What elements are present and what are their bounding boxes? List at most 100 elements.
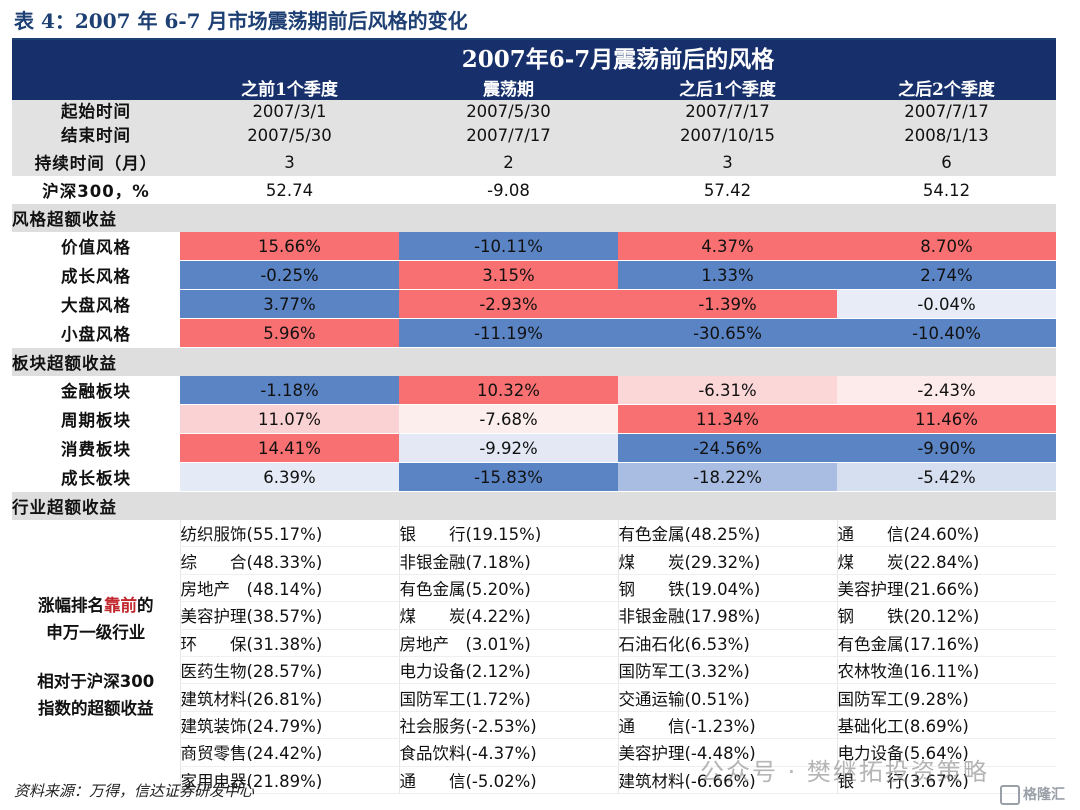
industry-cell: 非银金融(17.98%) [617,601,837,630]
industry-cell: 煤 炭(29.32%) [617,546,837,575]
duration-cell: 6 [837,148,1057,176]
industry-label-line1: 涨幅排名靠前的 [38,595,154,615]
style-row-value: -10.40% [837,318,1057,348]
table-title: 2007年6-7月震荡前后的风格 [180,40,1057,74]
date-cell: 2007/5/30 2007/7/17 [399,100,618,148]
column-header: 之后1个季度 [618,74,837,100]
sector-section-heading: 板块超额收益 [12,347,1057,376]
style-row-value: -0.25% [180,260,399,290]
industry-cell: 有色金属(17.16%) [836,629,1057,657]
sector-row-value: -7.68% [399,404,618,434]
industry-row: 家用电器(21.89%) 通 信(-5.02%) 建筑材料(-6.66%) 银 行(3… [12,766,1057,794]
industry-cell: 房地产 (48.14%) [179,574,399,603]
industry-cell: 国防军工(9.28%) [836,683,1057,712]
industry-cell: 纺织服饰(55.17%) [179,520,399,548]
industry-cell: 农林牧渔(16.11%) [836,656,1057,685]
industry-cell: 美容护理(-4.48%) [617,738,837,767]
industry-cell: 医药生物(28.57%) [179,656,399,685]
style-row-value: 3.15% [399,260,618,290]
end-label: 结束时间 [61,126,131,145]
industry-cell: 食品饮料(-4.37%) [398,738,618,767]
style-row-value: -11.19% [399,318,618,348]
industry-cell: 社会服务(-2.53%) [398,711,618,740]
industry-cell: 环 保(31.38%) [179,629,399,657]
style-row-value: 5.96% [180,318,399,348]
industry-cell: 国防军工(1.72%) [398,683,618,712]
sector-row: 金融板块 -1.18% 10.32% -6.31% -2.43% [12,376,1057,405]
industry-row: 涨幅排名靠前的 申万一级行业 相对于沪深300 指数的超额收益 纺织服饰(55.17%)… [12,520,1057,794]
industry-cell: 通 信(-5.02%) [398,766,618,794]
industry-cell: 商贸零售(24.42%) [179,738,399,767]
sector-row-value: -6.31% [618,376,837,405]
industry-cell: 房地产 (3.01%) [398,629,618,657]
industry-cell: 有色金属(48.25%) [617,520,837,548]
style-row-value: -0.04% [837,289,1057,319]
style-row-label: 大盘风格 [12,289,180,319]
caption-rule [12,38,1056,40]
style-row-value: -1.39% [618,289,837,319]
style-row-value: 2.74% [837,260,1057,290]
industry-cell: 非银金融(7.18%) [398,546,618,575]
logo: 格隆汇 [1000,784,1065,805]
industry-row: 商贸零售(24.42%) 食品饮料(-4.37%) 美容护理(-4.48%) 电力设备… [12,738,1057,767]
sector-row-value: 6.39% [180,462,399,492]
industry-cell: 钢 铁(19.04%) [617,574,837,603]
industry-label-line4: 指数的超额收益 [38,698,154,718]
industry-cell: 国防军工(3.32%) [617,656,837,685]
sector-row-label: 成长板块 [12,462,180,492]
industry-cell: 家用电器(21.89%) [179,766,399,794]
style-row: 小盘风格 5.96% -11.19% -30.65% -10.40% [12,318,1057,348]
industry-cell: 钢 铁(20.12%) [836,601,1057,630]
hs300-cell: -9.08 [399,176,618,204]
sector-row-value: -9.92% [399,433,618,463]
duration-cell: 3 [180,148,399,176]
sector-row-value: 14.41% [180,433,399,463]
industry-label-line2: 申万一级行业 [46,622,146,642]
style-row-label: 成长风格 [12,260,180,290]
style-row-value: -30.65% [618,318,837,348]
industry-cell: 煤 炭(22.84%) [836,546,1057,575]
hs300-row: 沪深300，% 52.74 -9.08 57.42 54.12 [12,176,1057,204]
sector-row-value: -1.18% [180,376,399,405]
sector-row-value: -5.42% [837,462,1057,492]
sector-row-value: -15.83% [399,462,618,492]
industry-cell: 基础化工(8.69%) [836,711,1057,740]
style-row-label: 价值风格 [12,232,180,261]
sector-row-label: 消费板块 [12,433,180,463]
hs300-cell: 52.74 [180,176,399,204]
sector-row-value: 10.32% [399,376,618,405]
duration-cell: 3 [618,148,837,176]
industry-row-label: 涨幅排名靠前的 申万一级行业 相对于沪深300 指数的超额收益 [12,520,180,794]
style-row-value: -2.93% [399,289,618,319]
industry-cell: 美容护理(38.57%) [179,601,399,630]
column-header-blank [12,74,180,100]
sector-row-value: 11.46% [837,404,1057,434]
style-row-value: 3.77% [180,289,399,319]
date-cell: 2007/3/1 2007/5/30 [180,100,399,148]
date-cell: 2007/7/17 2008/1/13 [837,100,1057,148]
hs300-cell: 54.12 [837,176,1057,204]
dates-row: 起始时间 结束时间 2007/3/1 2007/5/30 2007/5/30 200… [12,100,1057,148]
style-section-heading: 风格超额收益 [12,204,1057,232]
industry-cell: 石油石化(6.53%) [617,629,837,657]
industry-cell: 建筑材料(26.81%) [179,683,399,712]
sector-row: 周期板块 11.07% -7.68% 11.34% 11.46% [12,404,1057,434]
sector-row-value: -9.90% [837,433,1057,463]
column-header: 之前1个季度 [180,74,399,100]
industry-row: 建筑装饰(24.79%) 社会服务(-2.53%) 通 信(-1.23%) 基础化工(… [12,711,1057,740]
industry-cell: 综 合(48.33%) [179,546,399,575]
sector-row: 成长板块 6.39% -15.83% -18.22% -5.42% [12,462,1057,492]
dates-label: 起始时间 结束时间 [12,100,180,148]
style-change-table: 2007年6-7月震荡前后的风格 之前1个季度 震荡期 之后1个季度 之后2个季… [12,40,1057,794]
sector-row-value: 11.07% [180,404,399,434]
style-row: 成长风格 -0.25% 3.15% 1.33% 2.74% [12,260,1057,290]
duration-row: 持续时间（月） 3 2 3 6 [12,148,1057,176]
sector-row-label: 金融板块 [12,376,180,405]
industry-row: 医药生物(28.57%) 电力设备(2.12%) 国防军工(3.32%) 农林牧渔(1… [12,656,1057,685]
style-row-label: 小盘风格 [12,318,180,348]
industry-row: 综 合(48.33%) 非银金融(7.18%) 煤 炭(29.32%) 煤 炭(22.… [12,546,1057,575]
start-label: 起始时间 [61,102,131,121]
watermark: 公众号 · 樊继拓投资策略 [700,758,989,786]
hs300-cell: 57.42 [618,176,837,204]
style-row: 大盘风格 3.77% -2.93% -1.39% -0.04% [12,289,1057,319]
